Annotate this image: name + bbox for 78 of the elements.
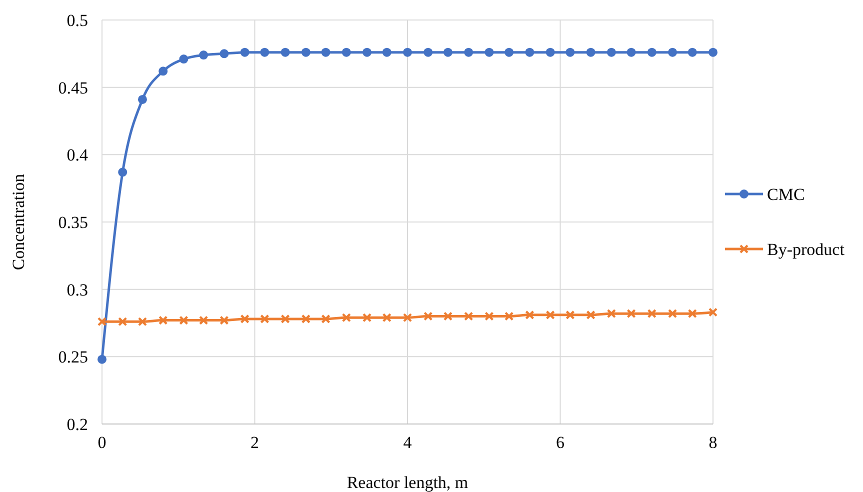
point — [240, 48, 250, 57]
point — [240, 314, 250, 324]
point — [301, 314, 311, 324]
point — [97, 317, 107, 326]
x-tick-label: 2 — [250, 433, 259, 452]
point — [138, 317, 148, 326]
point — [546, 48, 555, 57]
point — [688, 48, 697, 57]
point — [321, 314, 330, 324]
x-tick-label: 4 — [403, 433, 412, 452]
point — [606, 48, 616, 57]
point — [525, 48, 534, 57]
point — [402, 313, 412, 322]
y-tick-label: 0.25 — [58, 348, 88, 367]
point — [464, 312, 474, 321]
point — [546, 310, 555, 320]
x-axis-title: Reactor length, m — [346, 473, 468, 492]
point — [179, 54, 188, 64]
point — [260, 48, 270, 57]
point — [342, 48, 351, 57]
point — [220, 49, 229, 58]
point — [280, 48, 290, 57]
point — [504, 312, 514, 321]
point — [118, 168, 128, 177]
point — [443, 48, 452, 57]
point — [403, 48, 412, 57]
point — [362, 48, 372, 57]
legend-label: By-product — [767, 240, 845, 259]
point — [626, 48, 636, 57]
point — [198, 316, 208, 325]
point — [586, 310, 596, 320]
point — [424, 312, 433, 321]
point — [484, 48, 494, 57]
point — [362, 313, 372, 322]
point — [321, 48, 330, 57]
point — [158, 66, 168, 76]
point — [342, 313, 351, 322]
point — [464, 48, 474, 57]
y-tick-label: 0.3 — [66, 280, 88, 300]
point — [424, 48, 433, 57]
point — [220, 316, 229, 325]
point — [668, 48, 678, 57]
point — [708, 48, 718, 57]
point — [443, 312, 453, 321]
point — [484, 312, 494, 321]
point — [382, 48, 392, 57]
point — [158, 316, 168, 325]
point — [260, 314, 270, 324]
point — [708, 308, 718, 317]
point — [179, 316, 188, 325]
x-tick-label: 0 — [98, 433, 106, 452]
y-tick-label: 0.4 — [66, 146, 88, 165]
point — [647, 308, 656, 318]
point — [586, 48, 596, 57]
point — [688, 308, 697, 318]
point — [504, 48, 514, 57]
x-tick-label: 6 — [556, 433, 564, 452]
x-tick-label: 8 — [708, 433, 718, 452]
y-tick-label: 0.2 — [66, 415, 88, 434]
y-tick-label: 0.5 — [66, 11, 88, 30]
point — [98, 354, 106, 364]
point — [280, 314, 290, 324]
point — [566, 48, 575, 57]
y-axis-title: Concentration — [9, 173, 28, 270]
point — [525, 310, 534, 320]
point — [668, 308, 678, 318]
point — [647, 48, 656, 57]
point — [118, 317, 128, 326]
point — [138, 94, 147, 104]
point — [626, 308, 636, 318]
y-tick-label: 0.35 — [58, 213, 88, 232]
y-tick-label: 0.45 — [58, 78, 88, 98]
point — [382, 313, 392, 322]
point — [566, 310, 575, 320]
point — [606, 308, 616, 318]
point — [199, 50, 208, 60]
legend-label: CMC — [767, 185, 805, 204]
point — [301, 48, 310, 57]
